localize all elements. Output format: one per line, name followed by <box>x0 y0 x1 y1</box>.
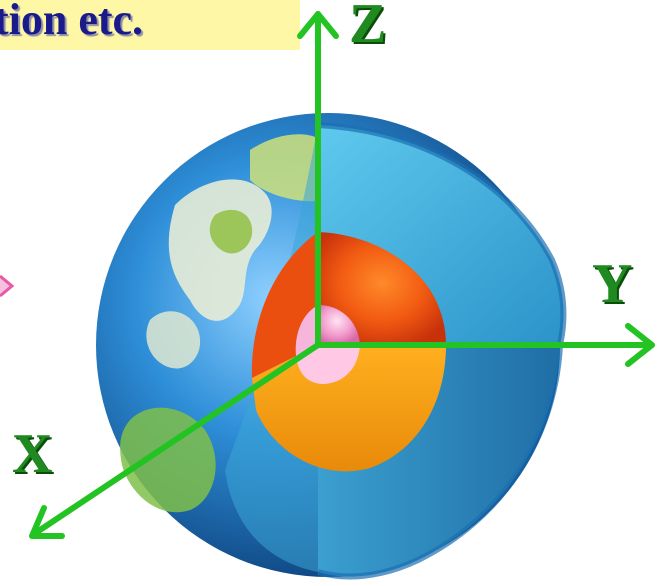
banner-text: tion etc. <box>0 0 144 44</box>
outer-core <box>318 232 446 345</box>
z-axis-label: Z <box>349 0 387 55</box>
z-axis-arrowhead <box>297 11 339 39</box>
continent-shape <box>168 179 272 321</box>
inner-core-left <box>295 305 318 356</box>
x-axis-arrowhead <box>29 505 65 539</box>
y-axis-label: Y <box>592 253 633 315</box>
x-axis <box>31 342 321 537</box>
outer-core-bottom <box>252 345 446 472</box>
arrow-pointer-icon <box>0 274 15 298</box>
coordinate-axes <box>29 11 655 539</box>
y-axis-arrowhead <box>625 323 655 367</box>
inner-core <box>318 305 360 345</box>
continent-shape <box>120 407 216 513</box>
continent-shape <box>209 209 253 254</box>
inner-core-bottom <box>296 345 360 384</box>
continent-shape <box>146 311 201 369</box>
title-banner: tion etc. <box>0 0 300 50</box>
x-axis-label: X <box>12 423 53 485</box>
